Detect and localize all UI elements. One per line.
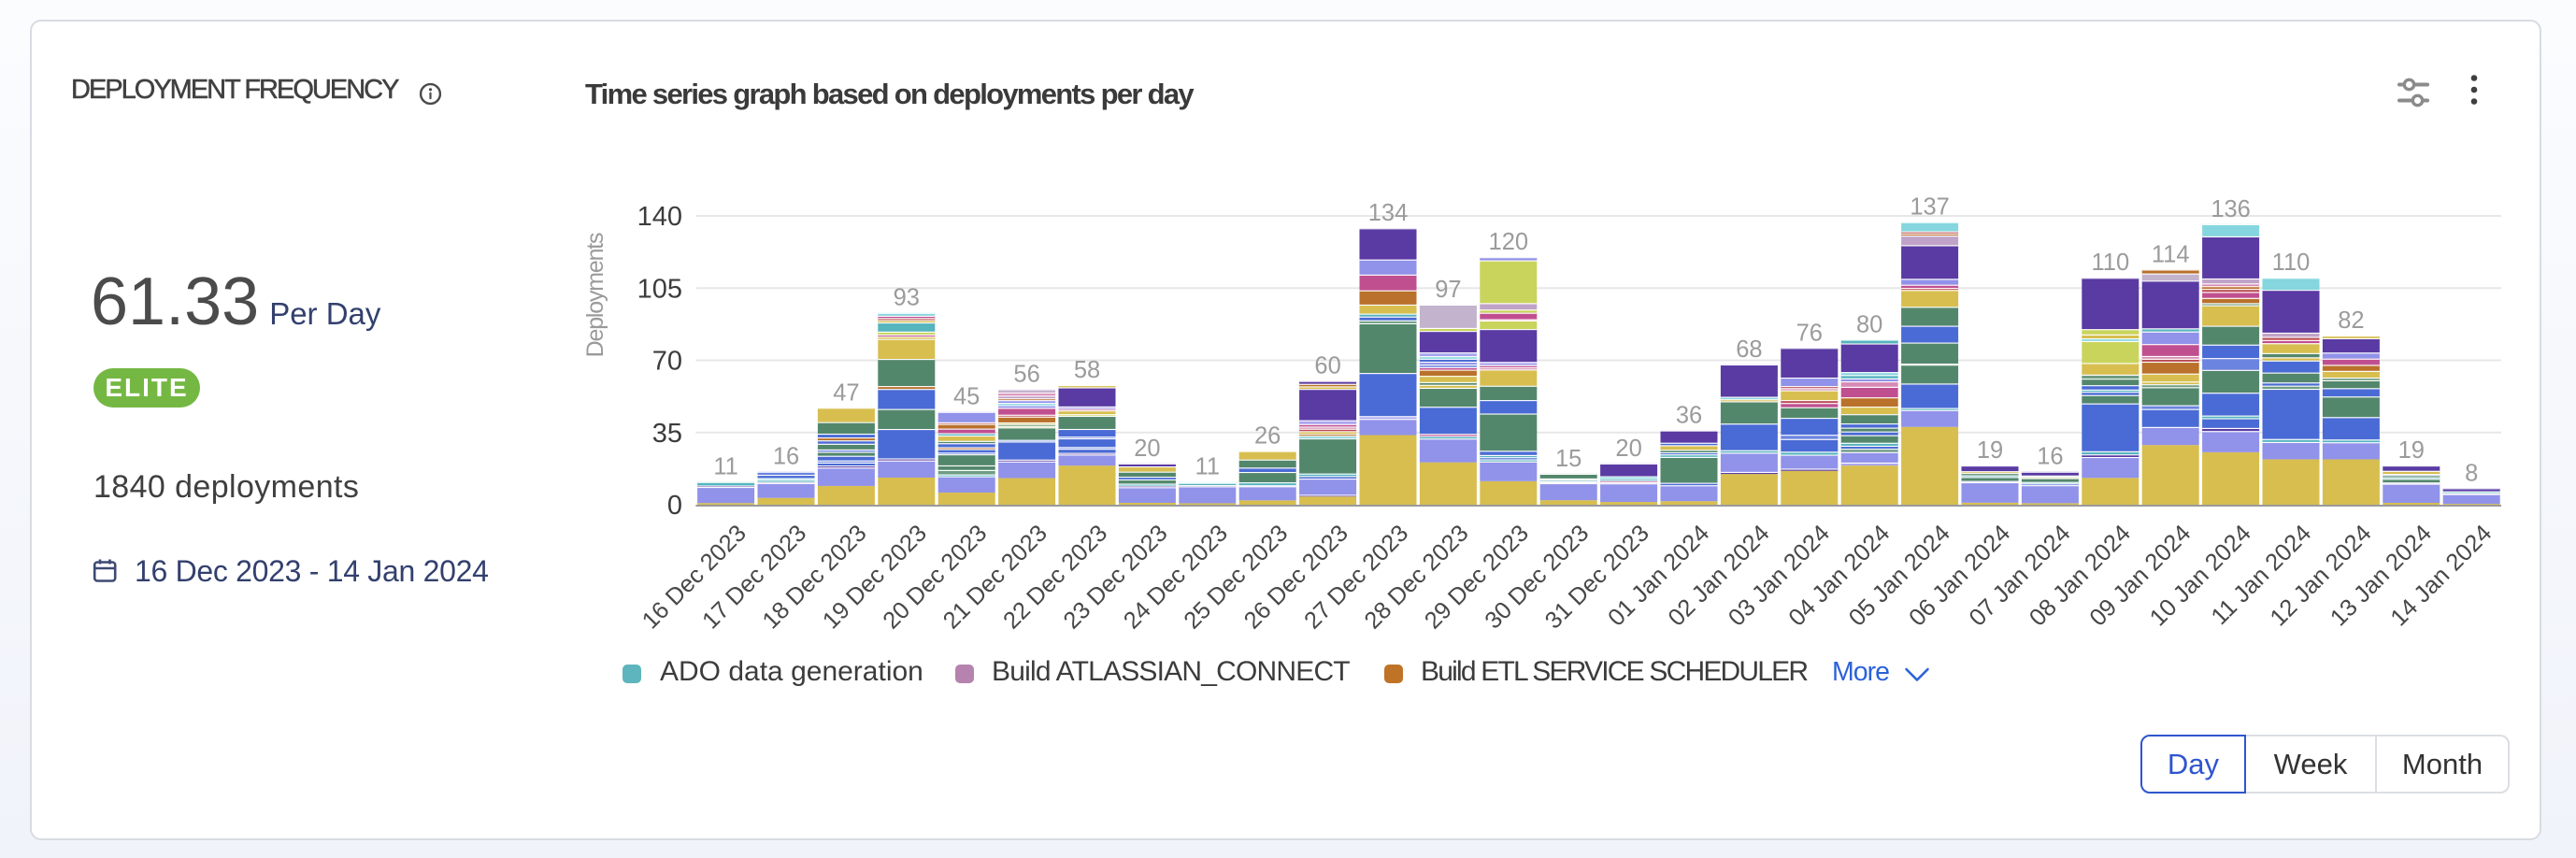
svg-text:76: 76 xyxy=(1796,320,1823,346)
svg-text:16: 16 xyxy=(2037,444,2063,470)
svg-text:110: 110 xyxy=(2091,250,2129,276)
svg-text:58: 58 xyxy=(1074,357,1100,383)
svg-text:11: 11 xyxy=(1195,454,1220,480)
svg-text:36: 36 xyxy=(1676,403,1702,429)
svg-text:56: 56 xyxy=(1013,361,1039,387)
svg-text:80: 80 xyxy=(1856,311,1882,337)
svg-text:97: 97 xyxy=(1435,277,1461,303)
svg-text:19: 19 xyxy=(1977,437,2003,464)
svg-text:114: 114 xyxy=(2152,241,2190,267)
svg-text:120: 120 xyxy=(1489,229,1529,255)
svg-text:137: 137 xyxy=(1910,194,1950,221)
svg-text:26: 26 xyxy=(1254,423,1281,450)
svg-text:136: 136 xyxy=(2211,196,2251,222)
svg-text:105: 105 xyxy=(637,274,682,304)
svg-text:82: 82 xyxy=(2338,307,2364,334)
svg-text:0: 0 xyxy=(667,491,682,521)
svg-text:134: 134 xyxy=(1368,200,1409,226)
svg-text:47: 47 xyxy=(833,379,859,406)
svg-text:Deployments: Deployments xyxy=(582,233,608,357)
svg-text:45: 45 xyxy=(953,384,980,410)
svg-text:35: 35 xyxy=(652,419,682,449)
svg-text:70: 70 xyxy=(652,347,682,377)
svg-text:16 Dec 2023: 16 Dec 2023 xyxy=(637,520,751,634)
svg-text:20: 20 xyxy=(1134,436,1160,462)
svg-text:20: 20 xyxy=(1615,436,1641,462)
svg-text:19: 19 xyxy=(2398,437,2425,464)
svg-text:60: 60 xyxy=(1314,353,1340,379)
svg-text:140: 140 xyxy=(637,202,682,232)
svg-text:68: 68 xyxy=(1736,336,1762,363)
svg-text:110: 110 xyxy=(2272,250,2311,276)
svg-text:16: 16 xyxy=(773,444,799,470)
svg-text:15: 15 xyxy=(1555,446,1581,472)
svg-text:8: 8 xyxy=(2465,460,2478,486)
svg-text:11: 11 xyxy=(713,454,737,480)
svg-text:93: 93 xyxy=(894,285,920,311)
